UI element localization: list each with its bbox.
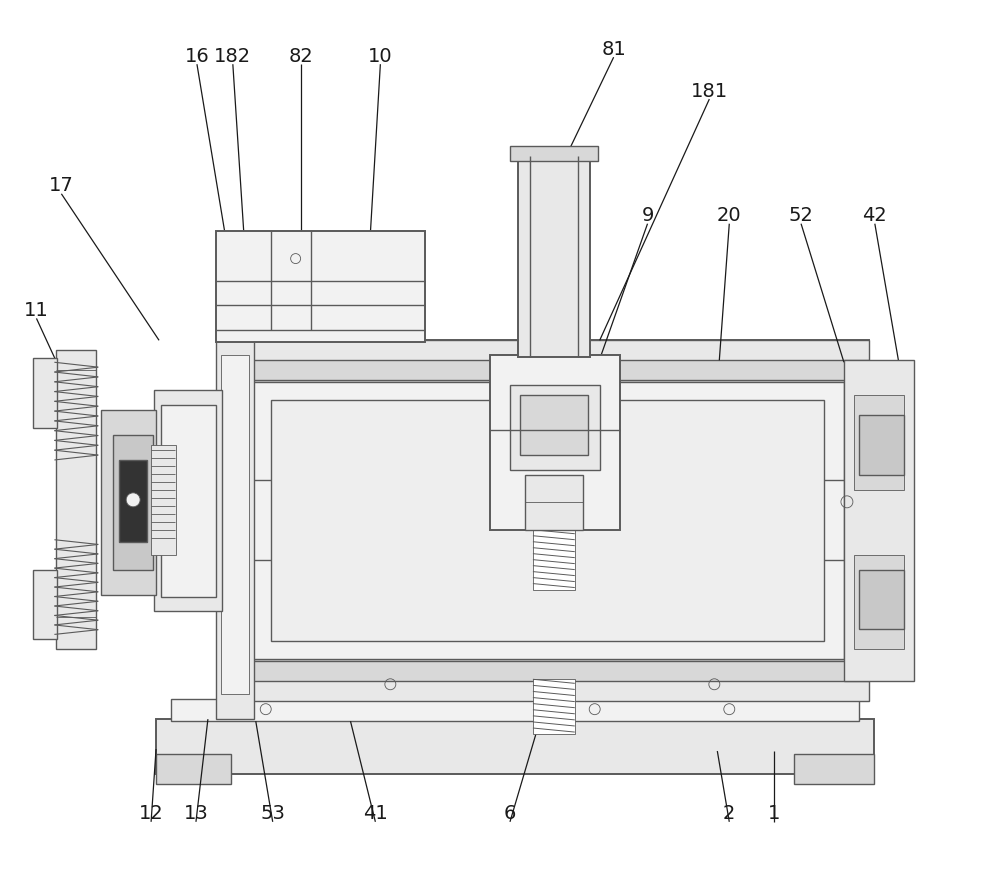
Text: 181: 181 (691, 81, 728, 101)
Bar (171, 699, 859, 721)
Bar (151, 445, 176, 554)
Bar (221, 355, 249, 695)
Bar (854, 554, 904, 649)
Text: 52: 52 (789, 207, 813, 225)
Bar (533, 679, 575, 734)
Text: 20: 20 (717, 207, 742, 225)
Bar (854, 395, 904, 490)
Text: 42: 42 (862, 207, 887, 225)
Bar (510, 385, 600, 470)
Text: 41: 41 (363, 805, 388, 823)
Text: 82: 82 (288, 46, 313, 66)
Text: 2: 2 (723, 805, 735, 823)
Bar (221, 662, 869, 681)
Bar (794, 754, 874, 784)
Bar (113, 435, 153, 569)
Bar (859, 415, 904, 475)
Bar (518, 156, 590, 358)
Bar (490, 355, 620, 530)
Text: 12: 12 (139, 805, 163, 823)
Bar (221, 341, 869, 699)
Bar (33, 569, 57, 639)
Text: 6: 6 (504, 805, 516, 823)
Text: 9: 9 (641, 207, 654, 225)
Bar (844, 360, 914, 681)
Bar (525, 475, 583, 530)
Bar (154, 390, 222, 611)
Text: 182: 182 (214, 46, 251, 66)
Bar (119, 460, 147, 542)
Text: 17: 17 (49, 176, 74, 195)
Text: 81: 81 (601, 39, 626, 59)
Text: 16: 16 (185, 46, 209, 66)
Text: 11: 11 (24, 301, 49, 320)
Text: 13: 13 (184, 805, 208, 823)
Bar (33, 358, 57, 428)
Bar (221, 341, 869, 383)
Text: 53: 53 (260, 805, 285, 823)
Bar (101, 410, 156, 595)
Bar (161, 405, 216, 596)
Bar (859, 569, 904, 629)
Bar (156, 754, 231, 784)
Bar (533, 530, 575, 589)
Text: 10: 10 (368, 46, 393, 66)
Bar (221, 360, 869, 380)
Bar (221, 660, 869, 701)
Circle shape (126, 493, 140, 507)
Text: 1: 1 (768, 805, 780, 823)
Bar (56, 350, 96, 649)
Bar (520, 395, 588, 455)
Bar (216, 331, 254, 719)
Bar (216, 306, 271, 331)
Bar (510, 146, 598, 161)
Bar (271, 231, 425, 331)
Bar (216, 231, 425, 342)
Bar (156, 719, 874, 774)
Bar (246, 383, 844, 660)
Bar (271, 401, 824, 641)
